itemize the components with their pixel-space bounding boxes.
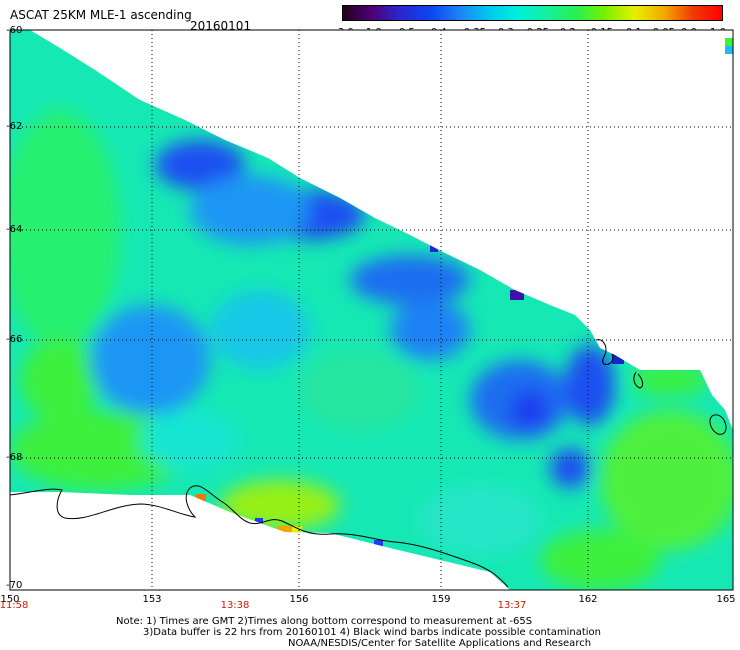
colorbar bbox=[342, 5, 723, 21]
field-cell bbox=[278, 526, 292, 535]
time-label: 13:37 bbox=[497, 600, 527, 611]
field-patch bbox=[565, 345, 615, 425]
field-patch bbox=[550, 448, 590, 488]
grid-lines bbox=[10, 30, 733, 590]
footer-note-1: Note: 1) Times are GMT 2)Times along bot… bbox=[116, 616, 533, 627]
lon-label: 165 bbox=[716, 594, 736, 605]
field-patch bbox=[190, 175, 310, 245]
lon-label: 162 bbox=[578, 594, 598, 605]
lon-label: 150 bbox=[0, 594, 20, 605]
time-label: 13:38 bbox=[220, 600, 250, 611]
isolated-cell bbox=[725, 38, 733, 46]
lat-label: -62 bbox=[6, 121, 23, 132]
map-frame bbox=[9, 29, 734, 591]
field-patch bbox=[510, 390, 550, 430]
field-cell bbox=[255, 518, 263, 526]
lon-label: 156 bbox=[289, 594, 309, 605]
field-patch bbox=[20, 340, 100, 420]
field-cell bbox=[374, 540, 383, 549]
lon-label: 159 bbox=[431, 594, 451, 605]
lon-label: 153 bbox=[142, 594, 162, 605]
field-cell bbox=[510, 290, 524, 300]
lat-label: -64 bbox=[6, 224, 23, 235]
field-cell bbox=[612, 354, 624, 364]
lat-label: -70 bbox=[6, 580, 23, 591]
field-patch bbox=[220, 480, 340, 530]
footer-note-2: 3)Data buffer is 22 hrs from 20160101 4)… bbox=[143, 627, 601, 638]
field-patch bbox=[90, 305, 210, 415]
field-patch bbox=[600, 410, 733, 550]
field-cell bbox=[430, 244, 438, 252]
field-patch bbox=[540, 530, 660, 590]
field-patch bbox=[140, 410, 240, 470]
field-cell bbox=[196, 494, 206, 504]
field-patch bbox=[210, 290, 310, 370]
title-product: ASCAT 25KM MLE-1 ascending bbox=[10, 8, 192, 22]
field-patch bbox=[350, 255, 470, 305]
lat-label: -68 bbox=[6, 452, 23, 463]
lat-label: -60 bbox=[6, 25, 23, 36]
field-patch bbox=[420, 485, 540, 555]
time-label: 11:58 bbox=[0, 600, 29, 611]
field-patch bbox=[300, 350, 420, 430]
field-patch bbox=[155, 140, 245, 190]
field-patch bbox=[630, 365, 710, 395]
field-patch bbox=[390, 300, 470, 360]
footer-credit: NOAA/NESDIS/Center for Satellite Applica… bbox=[288, 638, 592, 649]
isolated-cell bbox=[725, 46, 733, 54]
lat-label: -66 bbox=[6, 334, 23, 345]
field-cell bbox=[292, 526, 302, 535]
field-patch bbox=[10, 110, 120, 350]
coastline bbox=[9, 339, 727, 588]
